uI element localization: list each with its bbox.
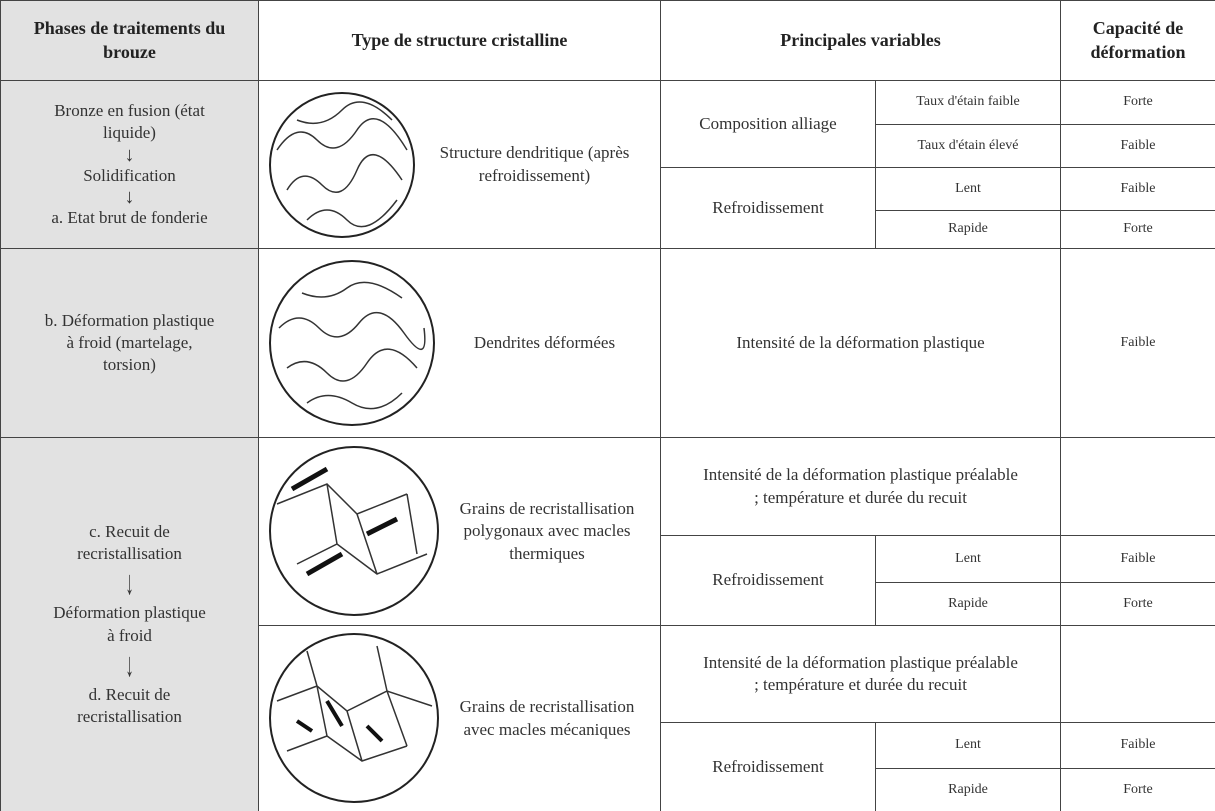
option-cell: Lent — [876, 536, 1061, 583]
structure-text: Dendrites déformées — [473, 332, 616, 352]
variable-cell: Intensité de la déformation plastique pr… — [661, 438, 1061, 536]
structure-cell: Structure dendritique (après refroidisse… — [259, 81, 661, 249]
structure-text: Grains de recristallisation polygonaux a… — [459, 499, 635, 563]
capacity-cell — [1061, 438, 1215, 536]
option-cell: Taux d'étain faible — [876, 81, 1061, 125]
variable-cell: Intensité de la déformation plastique — [661, 249, 1061, 438]
micrograph — [269, 446, 439, 616]
variable-cell: Refroidissement — [661, 536, 876, 626]
phase-cell: c. Recuit de recristallisation ↓ Déforma… — [1, 438, 259, 811]
header-cell: Phases de traitements du brouze — [1, 1, 259, 81]
option-cell: Lent — [876, 723, 1061, 769]
capacity-cell: Faible — [1061, 125, 1215, 168]
variable-cell: Refroidissement — [661, 723, 876, 811]
phase-text: Solidification — [83, 165, 176, 185]
variable-cell: Refroidissement — [661, 168, 876, 249]
arrow: ↓ — [125, 646, 134, 684]
structure-text: Grains de recristallisation avec macles … — [459, 697, 635, 739]
option-cell: Rapide — [876, 769, 1061, 811]
structure-text: Structure dendritique (après refroidisse… — [439, 143, 630, 185]
capacity-cell: Forte — [1061, 211, 1215, 249]
variable-cell: Intensité de la déformation plastique pr… — [661, 626, 1061, 723]
structure-cell: Grains de recristallisation avec macles … — [259, 626, 661, 811]
phase-text: d. Recuit de recristallisation — [77, 684, 182, 727]
option-cell: Rapide — [876, 583, 1061, 626]
phase-text: Déformation plastique à froid — [53, 603, 206, 645]
header-cell: Principales variables — [661, 1, 1061, 81]
capacity-cell: Faible — [1061, 723, 1215, 769]
variable-cell: Composition alliage — [661, 81, 876, 168]
arrow: ↓ — [125, 565, 134, 603]
micrograph — [269, 260, 435, 426]
header-cell: Capacité de déformation — [1061, 1, 1215, 81]
option-cell: Taux d'étain élevé — [876, 125, 1061, 168]
capacity-cell: Faible — [1061, 249, 1215, 438]
arrow: ↓ — [124, 185, 135, 208]
option-cell: Lent — [876, 168, 1061, 211]
micrograph — [269, 633, 439, 803]
option-cell: Rapide — [876, 211, 1061, 249]
capacity-cell: Forte — [1061, 81, 1215, 125]
structure-cell: Dendrites déformées — [259, 249, 661, 438]
capacity-cell — [1061, 626, 1215, 723]
phase-text: c. Recuit de recristallisation — [77, 521, 182, 563]
micrograph — [269, 91, 415, 238]
phase-cell: b. Déformation plastique à froid (martel… — [1, 249, 259, 438]
capacity-cell: Forte — [1061, 769, 1215, 811]
capacity-cell: Faible — [1061, 536, 1215, 583]
structure-cell: Grains de recristallisation polygonaux a… — [259, 438, 661, 626]
header-cell: Type de structure cristalline — [259, 1, 661, 81]
capacity-cell: Faible — [1061, 168, 1215, 211]
capacity-cell: Forte — [1061, 583, 1215, 626]
arrow: ↓ — [124, 143, 135, 166]
phase-cell: Bronze en fusion (état liquide) ↓ Solidi… — [1, 81, 259, 249]
phase-text: Bronze en fusion (état liquide) — [54, 101, 205, 143]
phase-text: a. Etat brut de fonderie — [51, 207, 208, 227]
